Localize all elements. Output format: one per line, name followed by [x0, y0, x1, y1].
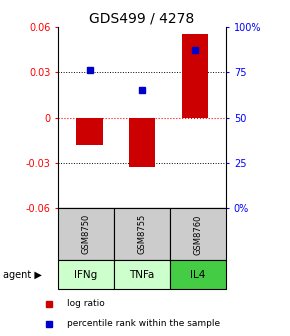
Bar — [114, 208, 170, 260]
Text: GSM8750: GSM8750 — [81, 214, 90, 254]
Text: IL4: IL4 — [191, 270, 206, 280]
Bar — [76, 118, 103, 145]
Bar — [170, 260, 226, 289]
Bar — [58, 208, 114, 260]
Text: percentile rank within the sample: percentile rank within the sample — [67, 319, 220, 328]
Text: GSM8755: GSM8755 — [137, 214, 147, 254]
Text: log ratio: log ratio — [67, 299, 105, 308]
Text: TNFa: TNFa — [129, 270, 155, 280]
Bar — [129, 118, 155, 167]
Bar — [114, 260, 170, 289]
Bar — [58, 260, 114, 289]
Bar — [182, 35, 208, 118]
Text: GSM8760: GSM8760 — [194, 214, 203, 255]
Text: IFNg: IFNg — [75, 270, 98, 280]
Text: agent ▶: agent ▶ — [3, 270, 42, 280]
Bar — [170, 208, 226, 260]
Title: GDS499 / 4278: GDS499 / 4278 — [90, 12, 195, 26]
